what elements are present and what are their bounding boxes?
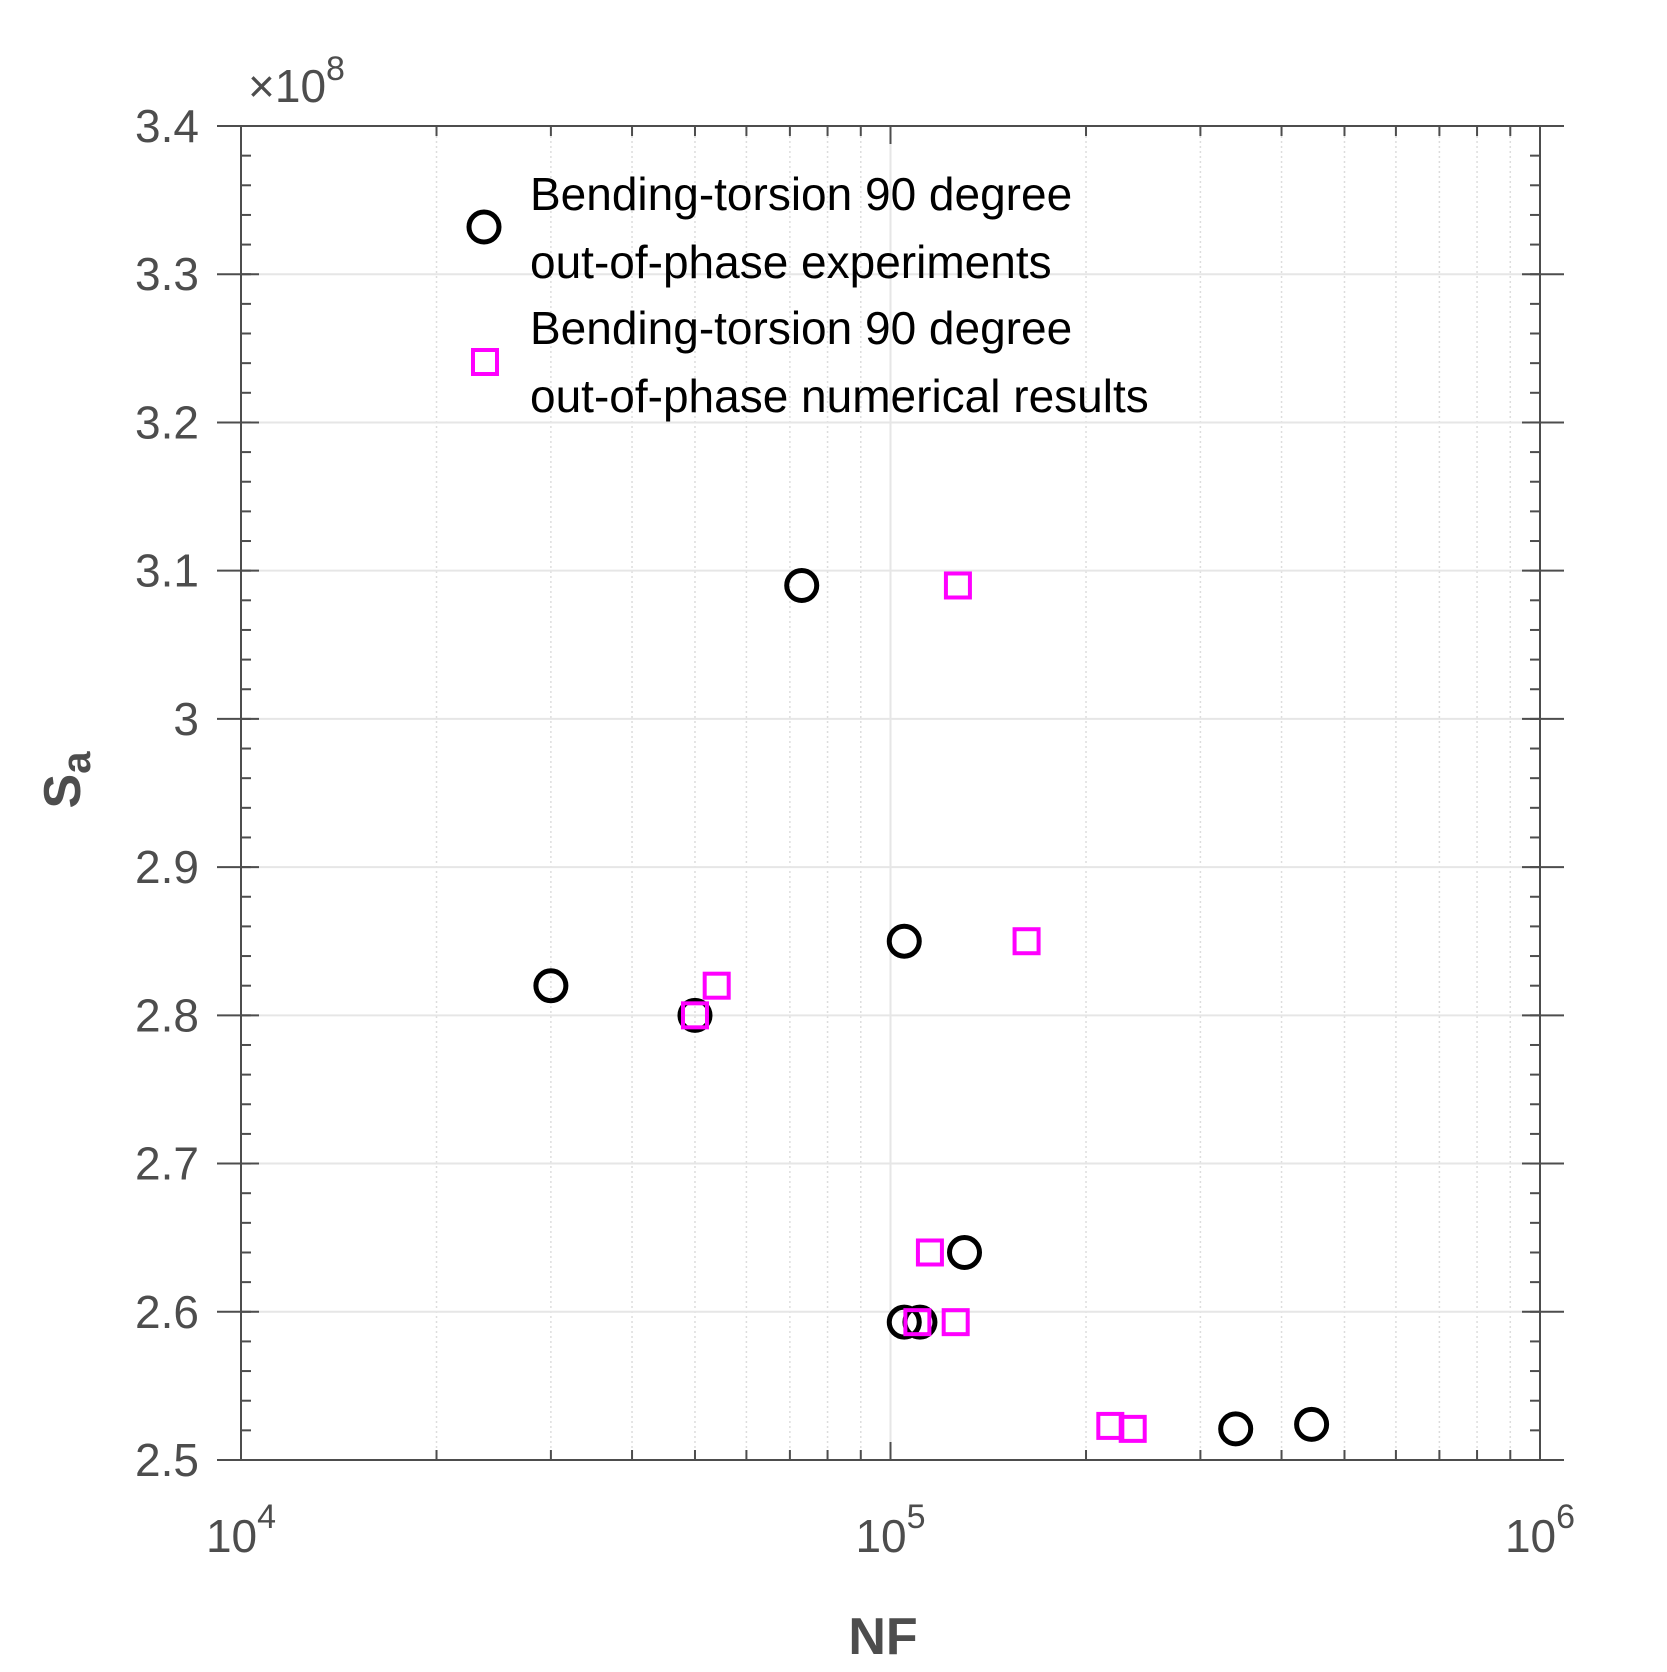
x-tick-exponent: 6 (1556, 1498, 1575, 1536)
numerical-point-square (941, 1308, 970, 1337)
x-tick-base: 10 (206, 1510, 257, 1562)
y-tick-label: 3.3 (135, 248, 199, 300)
x-tick-exponent: 4 (257, 1498, 276, 1536)
y-tick-label: 2.5 (135, 1434, 199, 1486)
y-tick-label: 3.2 (135, 396, 199, 448)
experiment-point-circle (677, 997, 713, 1033)
numerical-point-square (680, 1001, 709, 1030)
y-tick-label: 2.8 (135, 989, 199, 1041)
y-axis-title: Sa (34, 751, 99, 809)
numerical-point-square (1118, 1414, 1147, 1443)
x-tick-label: 104 (206, 1498, 276, 1562)
x-tick-exponent: 5 (907, 1498, 926, 1536)
legend-label-numerical-line1: Bending-torsion 90 degree (530, 302, 1072, 354)
legend-label-experiments-line2: out-of-phase experiments (530, 236, 1052, 288)
y-tick-label: 2.7 (135, 1138, 199, 1190)
experiment-point-circle (1218, 1411, 1254, 1447)
y-tick-label: 3.4 (135, 100, 199, 152)
legend-square-marker (471, 348, 499, 376)
numerical-point-square (903, 1308, 932, 1337)
y-tick-label: 3 (173, 693, 199, 745)
experiment-point-circle (886, 923, 922, 959)
experiment-point-circle (886, 1304, 922, 1340)
legend-label-numerical-line2: out-of-phase numerical results (530, 370, 1149, 422)
experiment-point-circle (533, 968, 569, 1004)
y-title-sub: a (55, 751, 99, 774)
y-title-main: S (34, 774, 92, 809)
experiment-point-circle (947, 1234, 983, 1270)
y-axis-multiplier: ×108 (248, 50, 345, 112)
y-tick-label: 3.1 (135, 545, 199, 597)
numerical-point-square (702, 971, 731, 1000)
numerical-point-square (915, 1238, 944, 1267)
x-tick-label: 105 (855, 1498, 925, 1562)
x-tick-base: 10 (855, 1510, 906, 1562)
numerical-point-square (1012, 927, 1041, 956)
x-axis-title: NF (848, 1608, 917, 1666)
x-tick-label: 106 (1505, 1498, 1575, 1562)
x-tick-labels: 104 105 106 (206, 1498, 1575, 1562)
experiment-point-circle (1294, 1406, 1330, 1442)
legend: Bending-torsion 90 degree out-of-phase e… (466, 168, 1149, 422)
ticks (217, 125, 1564, 1461)
x-tick-base: 10 (1505, 1510, 1556, 1562)
y-multiplier-exp: 8 (326, 50, 345, 88)
y-multiplier-base: ×10 (248, 60, 326, 112)
numerical-point-square (943, 571, 972, 600)
y-tick-labels: 2.5 2.6 2.7 2.8 2.9 3 3.1 3.2 3.3 3.4 (135, 100, 199, 1486)
experiment-point-circle (784, 567, 820, 603)
legend-circle-marker (466, 209, 502, 245)
legend-label-experiments-line1: Bending-torsion 90 degree (530, 168, 1072, 220)
y-tick-label: 2.6 (135, 1286, 199, 1338)
data-markers (533, 567, 1330, 1447)
y-tick-label: 2.9 (135, 841, 199, 893)
